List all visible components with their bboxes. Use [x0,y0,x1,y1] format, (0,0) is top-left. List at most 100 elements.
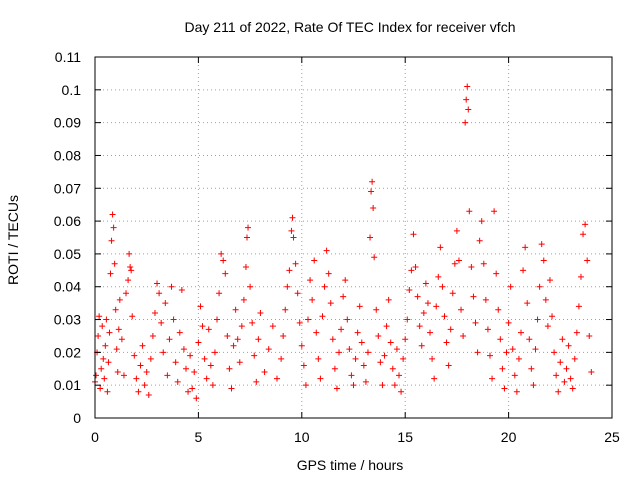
data-point [261,369,268,376]
y-tick-label: 0.08 [54,147,81,163]
data-point [129,313,136,320]
data-point [468,264,475,271]
data-point [101,375,108,382]
data-point [247,283,254,290]
data-point [230,342,237,349]
y-tick-label: 0.04 [54,279,81,295]
data-point [379,382,386,389]
data-point [243,234,250,241]
data-point [373,306,380,313]
data-point [296,319,303,326]
data-point [141,382,148,389]
data-point [453,227,460,234]
data-point [97,385,104,392]
axes: 0 5 10 15 20 25 0 0.01 0.02 0.03 0.04 0.05 0.06 0.07 0… [54,49,620,445]
data-point [437,244,444,251]
y-tick-label: 0.07 [54,180,81,196]
data-point [93,372,100,379]
data-point [325,270,332,277]
data-point [104,388,111,395]
data-point [463,96,470,103]
data-point [323,247,330,254]
data-point [315,355,322,362]
data-point [538,241,545,248]
data-point [199,323,206,330]
x-tick-label: 5 [195,429,203,445]
data-point [95,332,102,339]
data-point [416,323,423,330]
data-point [520,267,527,274]
plot-frame [94,56,613,419]
data-point [214,316,221,323]
data-point [577,273,584,280]
data-point [107,270,114,277]
data-point [344,316,351,323]
data-point [313,329,320,336]
data-point [113,346,120,353]
data-point [300,362,307,369]
data-point [338,326,345,333]
data-point [224,332,231,339]
data-point [522,244,529,251]
data-point [185,388,192,395]
data-point [116,296,123,303]
data-point [513,388,520,395]
data-point [451,260,458,267]
data-point [100,355,107,362]
data-point [364,349,371,356]
data-point [588,369,595,376]
y-tick-label: 0.09 [54,115,81,131]
data-point [402,336,409,343]
data-point [305,316,312,323]
data-point [499,365,506,372]
data-point [530,382,537,389]
data-point [145,392,152,399]
data-point [166,336,173,343]
data-point [480,260,487,267]
data-point [236,359,243,366]
data-point [290,234,297,241]
data-point [441,313,448,320]
y-tick-label: 0 [73,410,81,426]
data-point [111,260,118,267]
data-point [331,365,338,372]
data-point [151,309,158,316]
data-point [503,349,510,356]
data-point [329,336,336,343]
data-point [255,336,262,343]
data-point [542,296,549,303]
data-point [443,339,450,346]
data-point [400,355,407,362]
data-point [391,382,398,389]
data-point [478,218,485,225]
data-point [336,349,343,356]
data-point [350,382,357,389]
data-point [319,313,326,320]
data-point [369,178,376,185]
data-point [354,329,361,336]
data-point [424,300,431,307]
data-point [470,293,477,300]
data-point [265,346,272,353]
data-point [242,264,249,271]
data-point [381,352,388,359]
data-point [546,277,553,284]
data-point [567,375,574,382]
data-point [180,346,187,353]
data-point [540,257,547,264]
data-point [273,375,280,382]
data-point [387,339,394,346]
data-point [114,369,121,376]
data-point [108,237,115,244]
data-point [182,365,189,372]
data-point [536,283,543,290]
data-point [348,372,355,379]
data-point [298,342,305,349]
data-point [495,306,502,313]
data-point [205,326,212,333]
data-point [102,342,109,349]
data-point [289,214,296,221]
data-point [389,365,396,372]
